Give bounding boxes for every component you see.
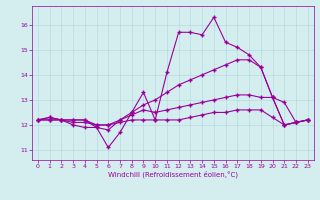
X-axis label: Windchill (Refroidissement éolien,°C): Windchill (Refroidissement éolien,°C) (108, 171, 238, 178)
